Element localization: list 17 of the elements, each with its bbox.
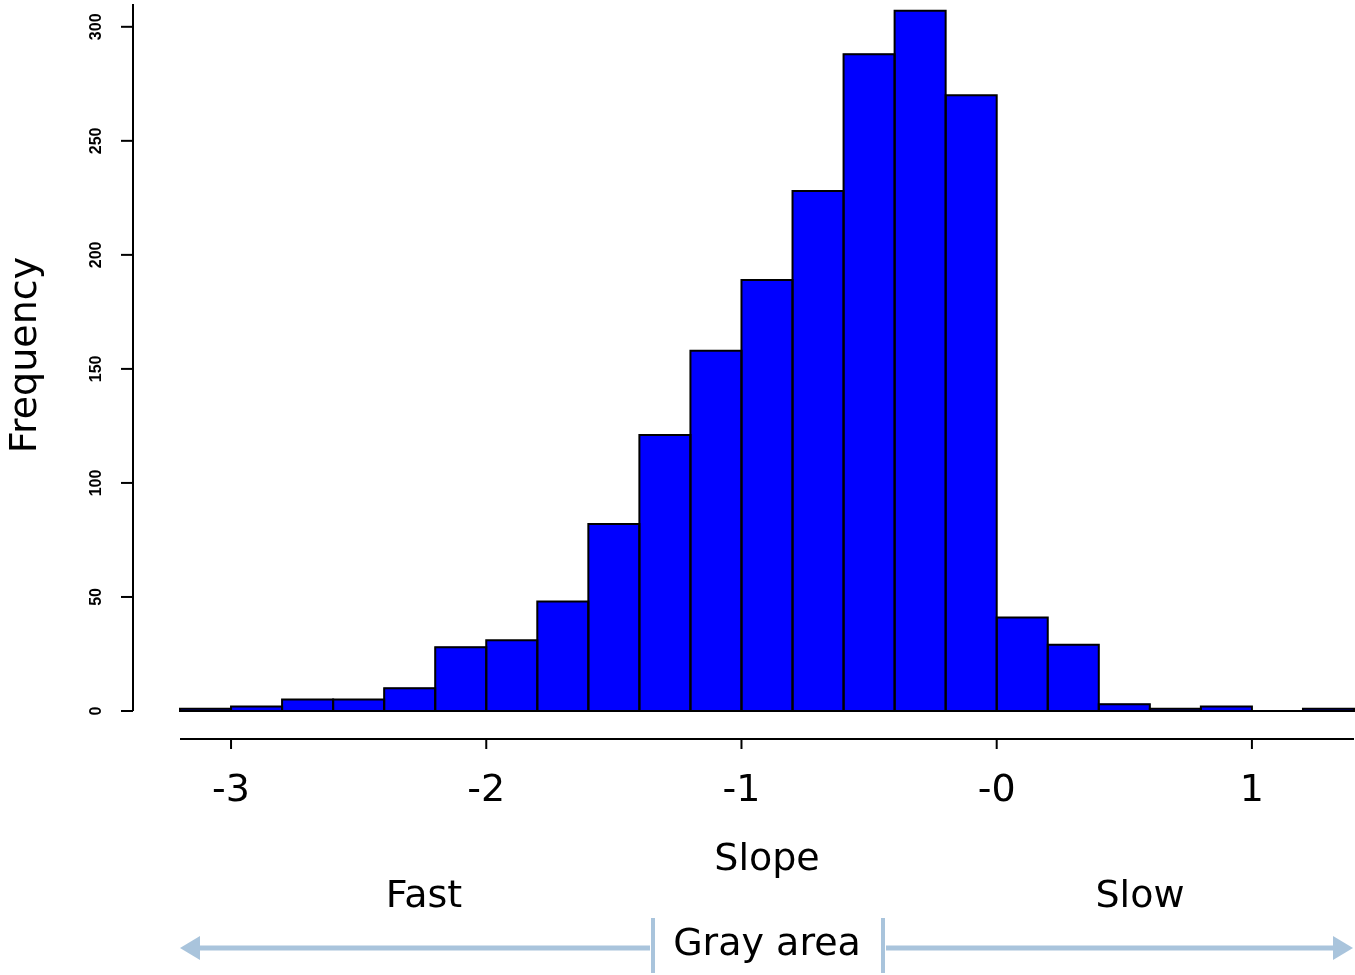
text: Slow bbox=[1095, 871, 1185, 916]
x-tick-label: -3 bbox=[212, 765, 250, 810]
y-tick-label: 50 bbox=[87, 587, 105, 606]
x-tick-label: 1 bbox=[1239, 765, 1265, 810]
y-tick-label: 0 bbox=[87, 706, 105, 716]
y-tick-label: 100 bbox=[87, 469, 105, 497]
y-tick-label: 200 bbox=[87, 241, 105, 269]
text: Fast bbox=[385, 871, 463, 916]
y-tick-label: 250 bbox=[87, 127, 105, 155]
y-tick-label: 300 bbox=[87, 13, 105, 41]
y-axis-title: Frequency bbox=[0, 256, 45, 454]
x-axis-title: Slope bbox=[714, 834, 820, 879]
text: Gray area bbox=[673, 919, 861, 964]
x-tick-label: -2 bbox=[467, 765, 506, 810]
y-tick-label: 150 bbox=[87, 355, 105, 383]
x-tick-label: -0 bbox=[977, 765, 1016, 810]
x-tick-label: -1 bbox=[722, 765, 761, 810]
